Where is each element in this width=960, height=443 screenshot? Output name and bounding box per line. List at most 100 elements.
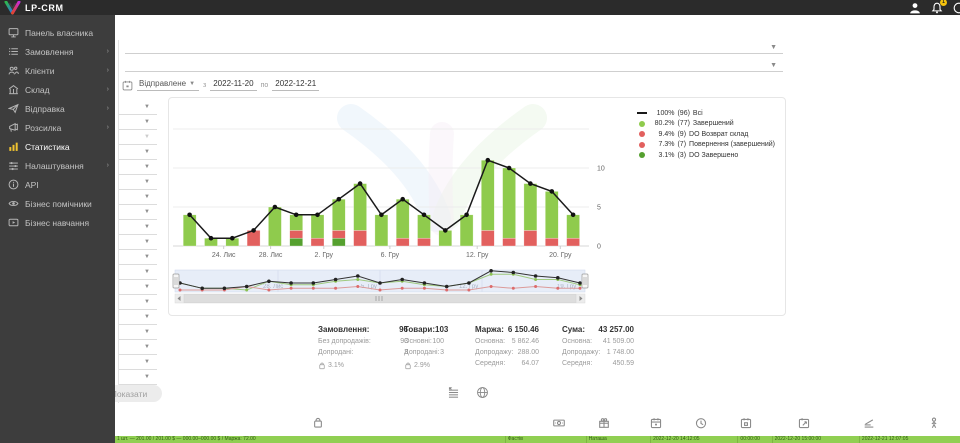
user-avatar-icon[interactable] <box>909 2 921 14</box>
person-icon[interactable] <box>928 417 940 429</box>
scrollbar-left-arrow[interactable] <box>177 296 181 301</box>
mini-filter-select-10[interactable]: ▼ <box>119 235 157 250</box>
legend-item-2[interactable]: 80.2% (77) Завершений <box>636 119 775 130</box>
clock-icon[interactable] <box>695 417 707 429</box>
sidebar-item-label: Замовлення <box>25 46 74 57</box>
sidebar-item-label: Бізнес навчання <box>25 217 90 228</box>
sidebar-item-10[interactable]: Бізнес помічники <box>0 194 115 213</box>
bag-icon <box>318 362 326 370</box>
orders-chart[interactable]: 0 5 10 24. Лис 28. Лис 2. Гру 6. Гру 12. Гру 20.… <box>171 100 785 314</box>
mini-filter-select-9[interactable]: ▼ <box>119 220 157 235</box>
legend-item-4[interactable]: 7.3% (7) Повернення (завершений) <box>636 140 775 151</box>
gift-icon[interactable] <box>598 417 610 429</box>
svg-text:5. Гру: 5. Гру <box>361 284 377 290</box>
orders-table-row[interactable]: 1 шт. — 201.00 / 201.00 $ — 000.00–000.0… <box>115 436 960 443</box>
chevron-down-icon: ▼ <box>770 62 777 69</box>
mini-filter-select-1[interactable]: ▼ <box>119 100 157 115</box>
stat-group-2: Товари: 103 Основні: 100 Допродані: 3 2.9% <box>404 325 448 371</box>
mini-filter-select-18[interactable]: ▼ <box>119 355 157 370</box>
mini-filter-select-16[interactable]: ▼ <box>119 325 157 340</box>
date-to-input[interactable]: 2022-12-21 <box>272 79 320 91</box>
navigator-left-handle[interactable] <box>172 273 180 289</box>
sidebar-item-label: Клієнти <box>25 65 55 76</box>
legend-swatch <box>636 120 648 127</box>
stat-value: 6 150.46 <box>507 325 539 334</box>
svg-text:24. Лис: 24. Лис <box>212 252 236 259</box>
legend-label: Повернення (завершений) <box>689 141 775 149</box>
svg-text:19. Гру: 19. Гру <box>557 284 576 290</box>
svg-text:20. Гру: 20. Гру <box>549 252 572 259</box>
bag-icon[interactable] <box>312 417 324 429</box>
mini-filter-select-17[interactable]: ▼ <box>119 340 157 355</box>
mini-filter-select-7[interactable]: ▼ <box>119 190 157 205</box>
mini-filter-select-5[interactable]: ▼ <box>119 160 157 175</box>
legend-pct: 9.4% <box>658 130 675 138</box>
mini-filter-select-6[interactable]: ▼ <box>119 175 157 190</box>
mini-filter-select-15[interactable]: ▼ <box>119 310 157 325</box>
legend-count: (7) <box>677 141 687 149</box>
legend-pct: 7.3% <box>658 141 675 149</box>
sidebar-item-3[interactable]: Клієнти › <box>0 61 115 80</box>
stat-badge-value: 3.1% <box>328 362 344 369</box>
stat-value: 43 257.00 <box>598 325 634 334</box>
statistics-icon <box>8 141 19 152</box>
messages-icon[interactable] <box>953 2 960 14</box>
mini-filter-select-2[interactable]: ▼ <box>119 115 157 130</box>
globe-view-icon[interactable] <box>476 386 489 399</box>
mini-filter-select-12[interactable]: ▼ <box>119 265 157 280</box>
stat-title: Замовлення: <box>318 325 370 334</box>
chevron-down-icon: ▼ <box>144 179 150 185</box>
stat-row-label: Допродажу: <box>562 349 601 356</box>
stat-group-4: Сума: 43 257.00 Основна: 41 509.00 Допродажу… <box>562 325 634 371</box>
legend-item-5[interactable]: 3.1% (3) DO Завершено <box>636 150 775 161</box>
stat-row-label: Допродані: <box>318 349 354 356</box>
scrollbar-right-arrow[interactable] <box>579 296 583 301</box>
list-view-icon[interactable] <box>447 386 460 399</box>
filter-select-1[interactable]: ▼ <box>125 41 783 54</box>
calendar-export-icon[interactable] <box>798 417 810 429</box>
table-cell-3: Наташа <box>585 436 650 443</box>
sidebar-item-label: Налаштування <box>25 160 84 171</box>
stat-badge-value: 2.9% <box>414 362 430 369</box>
helpers-icon <box>8 198 19 209</box>
notifications-bell-icon[interactable]: 1 <box>931 0 947 14</box>
mini-filter-select-3[interactable]: ▼ <box>119 130 157 145</box>
sidebar-item-7[interactable]: Статистика <box>0 137 115 156</box>
chevron-down-icon: ▼ <box>144 194 150 200</box>
stat-row-value: 1 748.00 <box>606 349 634 356</box>
mini-filter-select-4[interactable]: ▼ <box>119 145 157 160</box>
stat-row-value: 41 509.00 <box>602 338 634 345</box>
calendar-icon[interactable] <box>650 417 662 429</box>
sidebar-item-2[interactable]: Замовлення › <box>0 42 115 61</box>
sidebar-item-11[interactable]: Бізнес навчання <box>0 213 115 232</box>
mini-filter-select-19[interactable]: ▼ <box>119 370 157 385</box>
legend-item-3[interactable]: 9.4% (9) DO Возврат склад <box>636 129 775 140</box>
legend-count: (3) <box>677 151 687 159</box>
sidebar-item-label: API <box>25 179 39 190</box>
date-type-select[interactable]: Відправлене ▼ <box>137 79 200 91</box>
money-icon[interactable] <box>553 417 565 429</box>
sidebar-item-5[interactable]: Відправка › <box>0 99 115 118</box>
shipping-icon <box>8 103 19 114</box>
stat-title: Сума: <box>562 325 586 334</box>
table-cell-4: 2022-12-20 14:12:05 <box>650 436 737 443</box>
mini-filter-select-13[interactable]: ▼ <box>119 280 157 295</box>
chevron-down-icon: ▼ <box>144 239 150 245</box>
calendar-icon <box>122 80 133 90</box>
sidebar-item-1[interactable]: Панель власника <box>0 23 115 42</box>
date-from-input[interactable]: 2022-11-20 <box>210 79 257 91</box>
legend-item-1[interactable]: 100% (96) Всі <box>636 108 775 119</box>
sidebar-item-9[interactable]: API <box>0 175 115 194</box>
mini-filter-select-11[interactable]: ▼ <box>119 250 157 265</box>
mini-filter-select-14[interactable]: ▼ <box>119 295 157 310</box>
calendar2-icon[interactable] <box>740 417 752 429</box>
sidebar-item-4[interactable]: Склад › <box>0 80 115 99</box>
chart-scrollbar-thumb[interactable] <box>183 294 577 303</box>
stat-title: Маржа: <box>475 325 504 334</box>
sidebar-item-6[interactable]: Розсилка › <box>0 118 115 137</box>
sidebar-item-8[interactable]: Налаштування › <box>0 156 115 175</box>
filter-select-2[interactable]: ▼ <box>125 59 783 72</box>
stats-lines-icon[interactable] <box>863 417 875 429</box>
navigator-right-handle[interactable] <box>581 273 589 289</box>
mini-filter-select-8[interactable]: ▼ <box>119 205 157 220</box>
